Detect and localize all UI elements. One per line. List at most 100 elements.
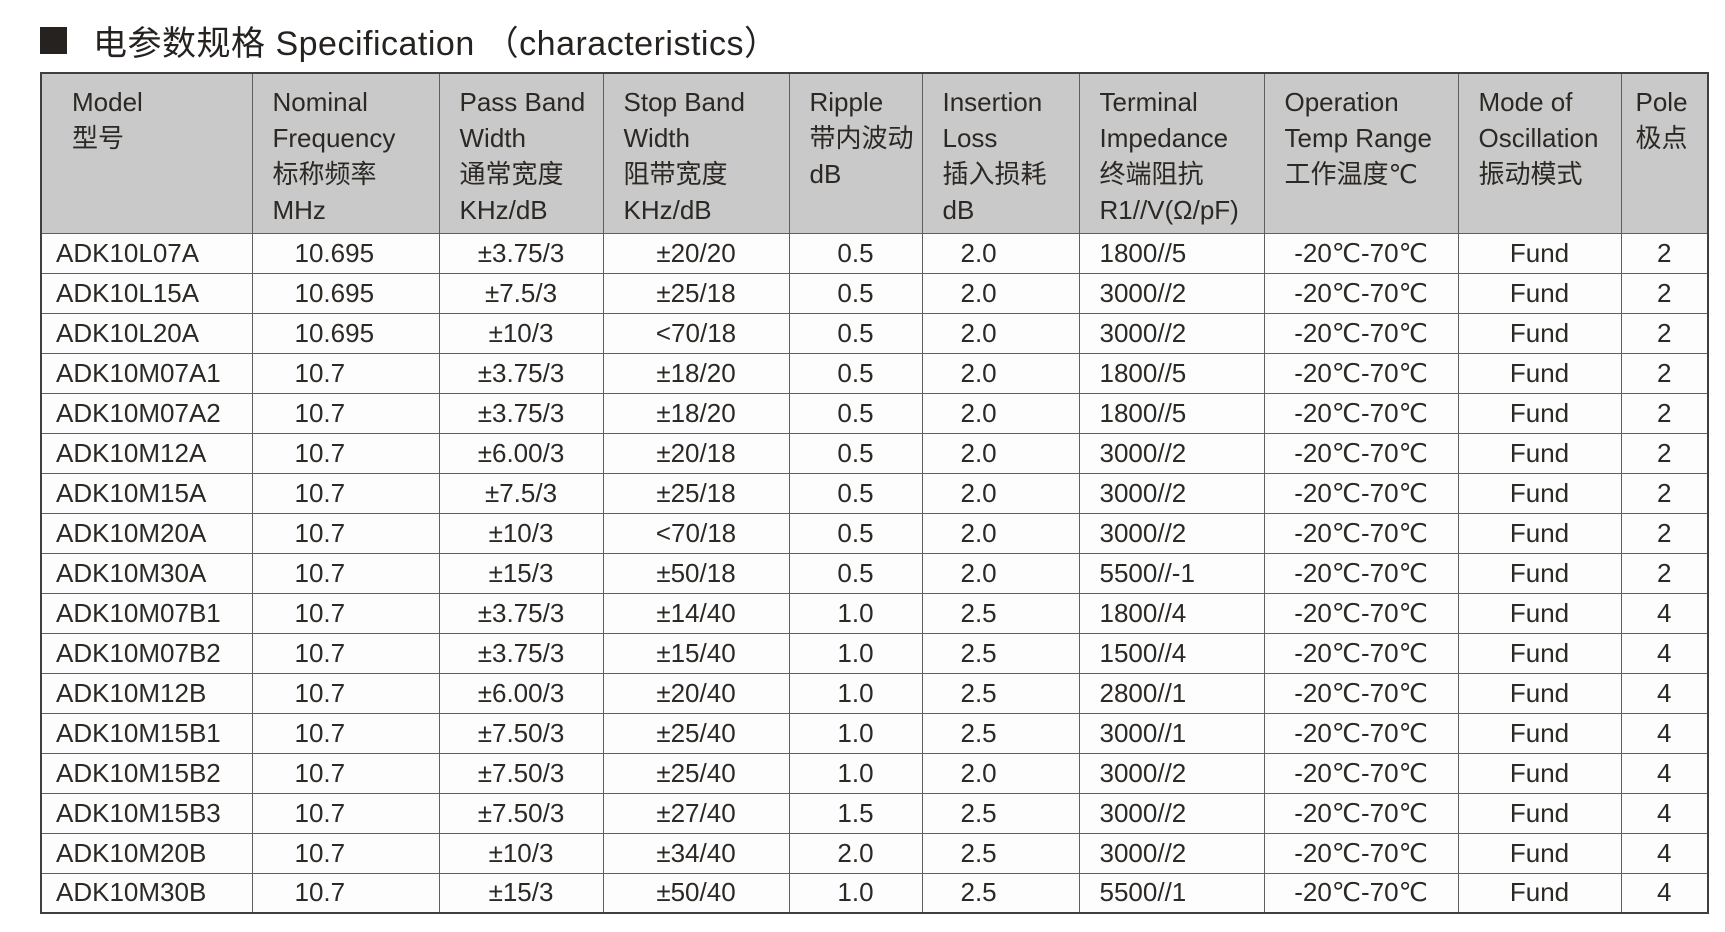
- table-row: ADK10M07B2 10.7 ±3.75/3 ±15/40 1.0 2.5 1500//4…: [40, 632, 1709, 674]
- cell-stop-band-width: ±50/40: [602, 872, 790, 914]
- header-line: KHz/dB: [623, 195, 712, 225]
- cell-stop-band-width: ±20/20: [602, 232, 790, 274]
- cell-terminal-impedance: 1800//5: [1078, 352, 1265, 394]
- page-title: 电参数规格 Specification （characteristics）: [40, 16, 778, 65]
- header-line: 终端阻抗: [1099, 159, 1204, 189]
- cell-mode-of-oscillation: Fund: [1457, 632, 1622, 674]
- cell-insertion-loss: 2.0: [921, 752, 1080, 794]
- cell-mode-of-oscillation: Fund: [1457, 312, 1622, 354]
- cell-stop-band-width: ±25/40: [602, 712, 790, 754]
- cell-model: ADK10M12B: [40, 672, 253, 714]
- bullet-square-icon: [40, 27, 67, 54]
- cell-pole: 4: [1620, 832, 1709, 874]
- cell-pole: 4: [1620, 632, 1709, 674]
- table-row: ADK10M30B 10.7 ±15/3 ±50/40 1.0 2.5 5500//1 -20…: [40, 872, 1709, 914]
- header-line: Insertion: [942, 87, 1043, 117]
- header-line: Ripple: [809, 87, 884, 117]
- cell-pass-band-width: ±10/3: [438, 832, 604, 874]
- cell-stop-band-width: ±18/20: [602, 352, 790, 394]
- cell-model: ADK10L07A: [40, 232, 253, 274]
- cell-pole: 4: [1620, 872, 1709, 914]
- cell-pass-band-width: ±7.50/3: [438, 712, 604, 754]
- cell-mode-of-oscillation: Fund: [1457, 352, 1622, 394]
- table-row: ADK10M12A 10.7 ±6.00/3 ±20/18 0.5 2.0 3000//2-…: [40, 432, 1709, 474]
- page-title-text: 电参数规格 Specification （characteristics）: [93, 25, 779, 63]
- cell-terminal-impedance: 3000//2: [1078, 512, 1265, 554]
- cell-ripple: 1.0: [788, 672, 923, 714]
- cell-mode-of-oscillation: Fund: [1457, 752, 1622, 794]
- cell-terminal-impedance: 1800//5: [1078, 392, 1265, 434]
- header-line: MHz: [272, 195, 326, 225]
- cell-model: ADK10M20A: [40, 512, 253, 554]
- header-line: dB: [809, 159, 842, 189]
- cell-stop-band-width: ±34/40: [602, 832, 790, 874]
- cell-mode-of-oscillation: Fund: [1457, 712, 1622, 754]
- cell-pass-band-width: ±3.75/3: [438, 352, 604, 394]
- header-line: 带内波动: [809, 123, 914, 153]
- header-cell-stop-band-width: Stop Band Width 阻带宽度 KHz/dB: [602, 72, 790, 234]
- spec-table: Model 型号 Nominal Frequency 标称频率 MHz Pass Band W…: [40, 72, 1709, 914]
- cell-insertion-loss: 2.0: [921, 272, 1080, 314]
- cell-pole: 4: [1620, 592, 1709, 634]
- cell-ripple: 1.0: [788, 592, 923, 634]
- cell-nominal-frequency: 10.7: [251, 712, 440, 754]
- table-row: ADK10M20B 10.7 ±10/3 ±34/40 2.0 2.5 3000//2 -20…: [40, 832, 1709, 874]
- cell-insertion-loss: 2.0: [921, 352, 1080, 394]
- header-line: dB: [942, 195, 975, 225]
- cell-operation-temp-range: -20℃-70℃: [1263, 512, 1459, 554]
- cell-model: ADK10M07B2: [40, 632, 253, 674]
- cell-model: ADK10M07B1: [40, 592, 253, 634]
- cell-stop-band-width: ±50/18: [602, 552, 790, 594]
- header-line: Mode of: [1478, 87, 1573, 117]
- cell-terminal-impedance: 1800//5: [1078, 232, 1265, 274]
- cell-pass-band-width: ±10/3: [438, 312, 604, 354]
- cell-terminal-impedance: 3000//1: [1078, 712, 1265, 754]
- cell-ripple: 0.5: [788, 232, 923, 274]
- cell-operation-temp-range: -20℃-70℃: [1263, 832, 1459, 874]
- table-row: ADK10M15B1 10.7 ±7.50/3 ±25/40 1.0 2.5 3000//1…: [40, 712, 1709, 754]
- header-line: Terminal: [1099, 87, 1198, 117]
- header-cell-terminal-impedance: Terminal Impedance 终端阻抗 R1//V(Ω/pF): [1078, 72, 1265, 234]
- cell-pass-band-width: ±3.75/3: [438, 392, 604, 434]
- table-row: ADK10M15A 10.7 ±7.5/3 ±25/18 0.5 2.0 3000//2 -2…: [40, 472, 1709, 514]
- cell-mode-of-oscillation: Fund: [1457, 232, 1622, 274]
- cell-mode-of-oscillation: Fund: [1457, 592, 1622, 634]
- cell-ripple: 0.5: [788, 312, 923, 354]
- header-cell-model: Model 型号: [40, 72, 253, 234]
- cell-stop-band-width: ±25/18: [602, 272, 790, 314]
- cell-mode-of-oscillation: Fund: [1457, 872, 1622, 914]
- cell-operation-temp-range: -20℃-70℃: [1263, 312, 1459, 354]
- cell-model: ADK10L20A: [40, 312, 253, 354]
- cell-nominal-frequency: 10.7: [251, 872, 440, 914]
- cell-nominal-frequency: 10.7: [251, 632, 440, 674]
- header-line: Temp Range: [1284, 123, 1432, 153]
- cell-model: ADK10M15B1: [40, 712, 253, 754]
- header-line: Model: [72, 87, 143, 117]
- table-row: ADK10M07B1 10.7 ±3.75/3 ±14/40 1.0 2.5 1800//4…: [40, 592, 1709, 634]
- table-row: ADK10L07A 10.695 ±3.75/3 ±20/20 0.5 2.0 1800//…: [40, 232, 1709, 274]
- header-line: Stop Band: [623, 87, 745, 117]
- table-row: ADK10M15B2 10.7 ±7.50/3 ±25/40 1.0 2.0 3000//2…: [40, 752, 1709, 794]
- cell-pass-band-width: ±6.00/3: [438, 672, 604, 714]
- cell-operation-temp-range: -20℃-70℃: [1263, 712, 1459, 754]
- header-cell-pole: Pole 极点: [1620, 72, 1709, 234]
- table-row: ADK10L15A 10.695 ±7.5/3 ±25/18 0.5 2.0 3000//2…: [40, 272, 1709, 314]
- table-row: ADK10L20A 10.695 ±10/3 <70/18 0.5 2.0 3000//2-…: [40, 312, 1709, 354]
- table-row: ADK10M07A2 10.7 ±3.75/3 ±18/20 0.5 2.0 1800//5…: [40, 392, 1709, 434]
- cell-model: ADK10M07A2: [40, 392, 253, 434]
- cell-pole: 4: [1620, 752, 1709, 794]
- cell-pass-band-width: ±7.50/3: [438, 792, 604, 834]
- header-line: R1//V(Ω/pF): [1099, 195, 1239, 225]
- cell-model: ADK10M30B: [40, 872, 253, 914]
- header-line: Impedance: [1099, 123, 1229, 153]
- cell-nominal-frequency: 10.7: [251, 832, 440, 874]
- cell-model: ADK10M30A: [40, 552, 253, 594]
- cell-stop-band-width: ±18/20: [602, 392, 790, 434]
- cell-nominal-frequency: 10.7: [251, 392, 440, 434]
- header-cell-nominal-frequency: Nominal Frequency 标称频率 MHz: [251, 72, 440, 234]
- header-line: 通常宽度: [459, 159, 564, 189]
- header-line: 插入损耗: [942, 159, 1047, 189]
- cell-pass-band-width: ±3.75/3: [438, 632, 604, 674]
- cell-model: ADK10L15A: [40, 272, 253, 314]
- cell-pass-band-width: ±15/3: [438, 872, 604, 914]
